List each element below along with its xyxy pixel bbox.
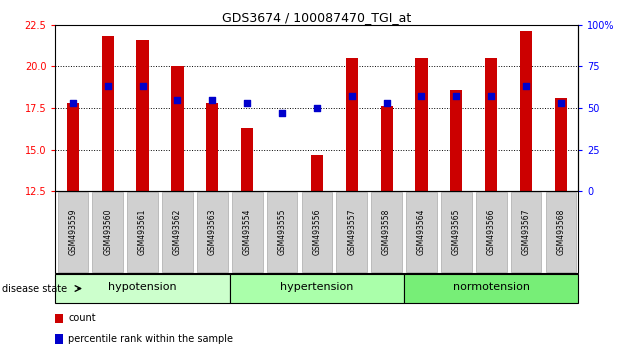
FancyBboxPatch shape xyxy=(197,192,227,272)
FancyBboxPatch shape xyxy=(302,192,332,272)
Text: hypertension: hypertension xyxy=(280,282,353,292)
Text: GSM493558: GSM493558 xyxy=(382,209,391,255)
Text: GSM493557: GSM493557 xyxy=(347,209,356,255)
FancyBboxPatch shape xyxy=(93,192,123,272)
FancyBboxPatch shape xyxy=(371,192,402,272)
FancyBboxPatch shape xyxy=(232,192,263,272)
Text: GSM493554: GSM493554 xyxy=(243,209,251,255)
Bar xyxy=(555,98,567,191)
Bar xyxy=(415,58,428,191)
Point xyxy=(242,100,252,106)
Point xyxy=(556,100,566,106)
Text: GSM493561: GSM493561 xyxy=(138,209,147,255)
Text: percentile rank within the sample: percentile rank within the sample xyxy=(68,334,233,344)
Point xyxy=(312,105,322,111)
Bar xyxy=(67,103,79,191)
Text: disease state: disease state xyxy=(2,284,67,293)
FancyBboxPatch shape xyxy=(404,274,578,303)
Text: GSM493566: GSM493566 xyxy=(487,209,496,255)
Bar xyxy=(206,103,219,191)
Point xyxy=(416,93,427,99)
Bar xyxy=(55,314,63,323)
Text: GSM493563: GSM493563 xyxy=(208,209,217,255)
FancyBboxPatch shape xyxy=(162,192,193,272)
Bar xyxy=(381,106,392,191)
Text: GSM493560: GSM493560 xyxy=(103,209,112,255)
Bar xyxy=(171,67,183,191)
Bar xyxy=(450,90,462,191)
Point xyxy=(68,100,78,106)
Point xyxy=(277,110,287,116)
Text: GSM493564: GSM493564 xyxy=(417,209,426,255)
Bar xyxy=(137,40,149,191)
Text: GSM493567: GSM493567 xyxy=(522,209,530,255)
FancyBboxPatch shape xyxy=(127,192,158,272)
FancyBboxPatch shape xyxy=(230,274,404,303)
FancyBboxPatch shape xyxy=(57,192,88,272)
FancyBboxPatch shape xyxy=(336,192,367,272)
Bar xyxy=(55,334,63,343)
Point xyxy=(486,93,496,99)
Point xyxy=(346,93,357,99)
Text: GSM493559: GSM493559 xyxy=(69,209,77,255)
FancyBboxPatch shape xyxy=(511,192,541,272)
FancyBboxPatch shape xyxy=(406,192,437,272)
FancyBboxPatch shape xyxy=(441,192,472,272)
FancyBboxPatch shape xyxy=(476,192,507,272)
Point xyxy=(103,84,113,89)
Text: count: count xyxy=(68,313,96,323)
Bar xyxy=(485,58,497,191)
Point xyxy=(137,84,147,89)
Text: GSM493562: GSM493562 xyxy=(173,209,182,255)
Point xyxy=(521,84,531,89)
Text: normotension: normotension xyxy=(453,282,530,292)
Bar xyxy=(101,36,114,191)
FancyBboxPatch shape xyxy=(546,192,576,272)
Text: GSM493565: GSM493565 xyxy=(452,209,461,255)
Point xyxy=(173,97,183,103)
FancyBboxPatch shape xyxy=(55,274,230,303)
Bar xyxy=(520,32,532,191)
Point xyxy=(207,97,217,103)
Bar xyxy=(311,155,323,191)
Bar xyxy=(241,128,253,191)
FancyBboxPatch shape xyxy=(266,192,297,272)
Text: hypotension: hypotension xyxy=(108,282,177,292)
Title: GDS3674 / 100087470_TGI_at: GDS3674 / 100087470_TGI_at xyxy=(222,11,411,24)
Text: GSM493556: GSM493556 xyxy=(312,209,321,255)
Text: GSM493568: GSM493568 xyxy=(556,209,565,255)
Bar xyxy=(346,58,358,191)
Point xyxy=(382,100,392,106)
Point xyxy=(451,93,461,99)
Text: GSM493555: GSM493555 xyxy=(278,209,287,255)
